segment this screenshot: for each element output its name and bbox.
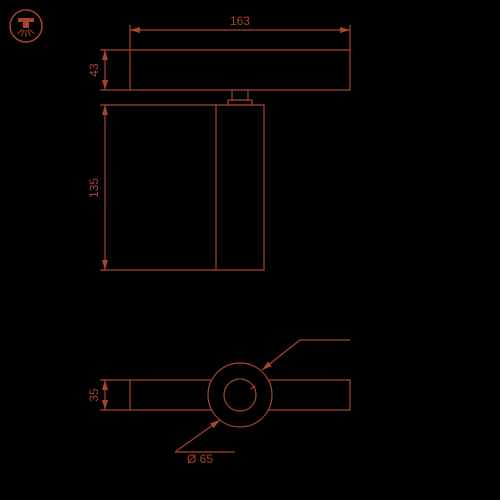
front-collar bbox=[228, 100, 252, 105]
technical-drawing: 163 43 135 35 Ø 65 bbox=[0, 0, 500, 500]
dim-35: 35 bbox=[87, 388, 101, 402]
front-barrel bbox=[216, 105, 264, 270]
dim-43: 43 bbox=[87, 63, 101, 77]
front-neck bbox=[232, 90, 248, 100]
dim-135: 135 bbox=[87, 178, 101, 198]
bottom-outer-circle bbox=[208, 363, 272, 427]
front-base bbox=[130, 50, 350, 90]
dim-163: 163 bbox=[230, 14, 250, 28]
dim-diameter-65: Ø 65 bbox=[187, 452, 213, 466]
